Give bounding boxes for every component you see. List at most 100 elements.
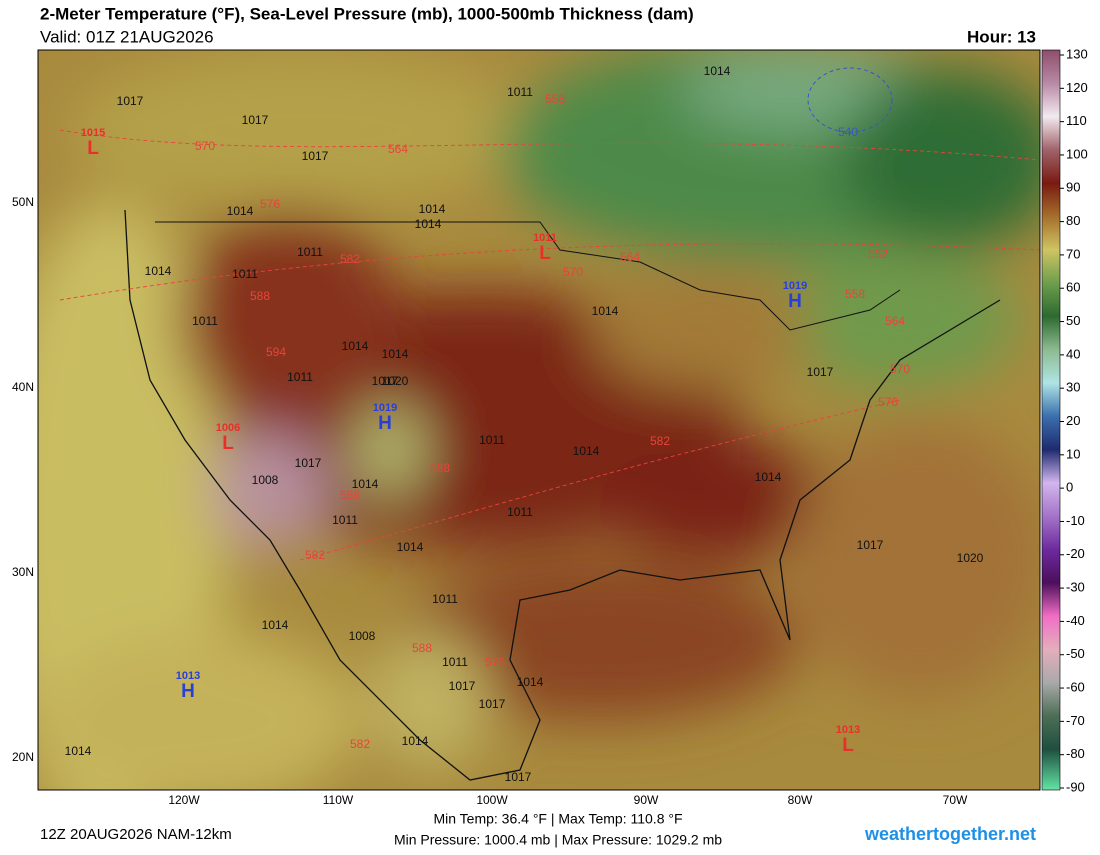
- isobar-label: 1014: [352, 477, 379, 491]
- map-field: [38, 50, 1040, 790]
- thickness-label: 558: [845, 287, 865, 301]
- thickness-label: 576: [260, 197, 280, 211]
- isobar-label: 1014: [65, 744, 92, 758]
- center-value: 1019: [783, 280, 807, 292]
- isobar-label: 1014: [755, 470, 782, 484]
- lat-label: 40N: [12, 380, 34, 394]
- thickness-label: 564: [388, 142, 408, 156]
- colorbar-label: 10: [1066, 446, 1080, 461]
- isobar-label: 1011: [507, 85, 533, 99]
- center-symbol: L: [842, 735, 854, 756]
- thickness-label: 576: [878, 395, 898, 409]
- colorbar-label: 110: [1066, 113, 1087, 128]
- center-symbol: H: [181, 681, 195, 702]
- center-symbol: H: [378, 413, 392, 434]
- colorbar-label: -50: [1066, 646, 1085, 661]
- isobar-label: 1014: [262, 618, 289, 632]
- center-value: 1015: [81, 127, 105, 139]
- colorbar-label: 100: [1066, 146, 1088, 161]
- isobar-label: 1017: [242, 113, 269, 127]
- isobar-label: 1014: [227, 204, 254, 218]
- thickness-label: 540: [838, 125, 858, 139]
- colorbar-label: -80: [1066, 746, 1085, 761]
- thickness-label: 558: [545, 92, 565, 106]
- isobar-label: 1017: [302, 149, 329, 163]
- isobar-label: 1017: [505, 770, 532, 784]
- colorbar-label: 0: [1066, 480, 1073, 495]
- isobar-label: 1017: [807, 365, 834, 379]
- isobar-label: 1014: [592, 304, 619, 318]
- isobar-label: 1014: [573, 444, 600, 458]
- colorbar-label: -70: [1066, 713, 1085, 728]
- colorbar-label: -30: [1066, 580, 1085, 595]
- isobar-label: 1014: [145, 264, 172, 278]
- lat-label: 20N: [12, 750, 34, 764]
- thickness-label: 588: [250, 289, 270, 303]
- lat-label: 50N: [12, 195, 34, 209]
- lon-label: 120W: [168, 793, 200, 807]
- center-value: 1013: [836, 724, 860, 736]
- thickness-label: 564: [620, 250, 640, 264]
- center-symbol: L: [539, 243, 551, 264]
- thickness-label: 582: [350, 737, 370, 751]
- center-value: 1011: [533, 232, 557, 244]
- thickness-label: 570: [195, 139, 215, 153]
- isobar-label: 1011: [442, 655, 468, 669]
- thickness-label: 582: [340, 252, 360, 266]
- isobar-label: 1011: [507, 505, 533, 519]
- isobar-label: 1017: [295, 456, 322, 470]
- map-title: 2-Meter Temperature (°F), Sea-Level Pres…: [40, 4, 694, 23]
- isobar-label: 1014: [517, 675, 544, 689]
- forecast-hour: Hour: 13: [967, 27, 1036, 46]
- isobar-label: 1011: [297, 245, 323, 259]
- colorbar-label: -40: [1066, 613, 1085, 628]
- isobar-label: 1020: [957, 551, 984, 565]
- isobar-label: 1017: [117, 94, 144, 108]
- map-frame: [37, 49, 1041, 791]
- center-value: 1006: [216, 422, 240, 434]
- lat-label: 30N: [12, 565, 34, 579]
- colorbar-label: -60: [1066, 679, 1085, 694]
- site-name: weathertogether.net: [864, 824, 1036, 844]
- lon-label: 80W: [788, 793, 813, 807]
- isobar-label: 1014: [402, 734, 429, 748]
- isobar-label: 1008: [349, 629, 376, 643]
- isobar-label: 1017: [479, 697, 506, 711]
- isobar-label: 1014: [419, 202, 446, 216]
- isobar-label: 1014: [397, 540, 424, 554]
- thickness-label: 564: [885, 314, 905, 328]
- colorbar-label: -90: [1066, 779, 1085, 794]
- center-value: 1019: [373, 402, 397, 414]
- colorbar-label: 70: [1066, 246, 1080, 261]
- thickness-label: 588: [412, 641, 432, 655]
- isobar-label: 1014: [704, 64, 731, 78]
- temp-range: Min Temp: 36.4 °F | Max Temp: 110.8 °F: [433, 811, 682, 827]
- isobar-label: 1011: [479, 433, 505, 447]
- isobar-label: 1017: [449, 679, 476, 693]
- colorbar-label: 30: [1066, 380, 1080, 395]
- isobar-label: 1011: [232, 267, 258, 281]
- lon-label: 110W: [323, 793, 354, 807]
- isobar-label: 1014: [342, 339, 369, 353]
- thickness-label: 570: [890, 362, 910, 376]
- isobar-label: 1020: [382, 374, 409, 388]
- lon-label: 70W: [943, 793, 968, 807]
- colorbar-label: 80: [1066, 213, 1080, 228]
- lon-label: 100W: [476, 793, 508, 807]
- thickness-label: 588: [340, 488, 360, 502]
- thickness-label: 570: [563, 265, 583, 279]
- isobar-label: 1017: [857, 538, 884, 552]
- colorbar-label: -10: [1066, 513, 1085, 528]
- isobar-label: 1014: [382, 347, 409, 361]
- thickness-label: 552: [868, 247, 888, 261]
- thickness-label: 576: [485, 655, 505, 669]
- isobar-label: 1011: [332, 513, 358, 527]
- colorbar: [1041, 49, 1061, 791]
- center-value: 1013: [176, 670, 200, 682]
- isobar-label: 1011: [287, 370, 313, 384]
- isobar-label: 1017: [372, 374, 399, 388]
- center-symbol: L: [87, 138, 99, 159]
- colorbar-label: 60: [1066, 280, 1080, 295]
- lon-label: 90W: [634, 793, 659, 807]
- thickness-label: 588: [430, 461, 450, 475]
